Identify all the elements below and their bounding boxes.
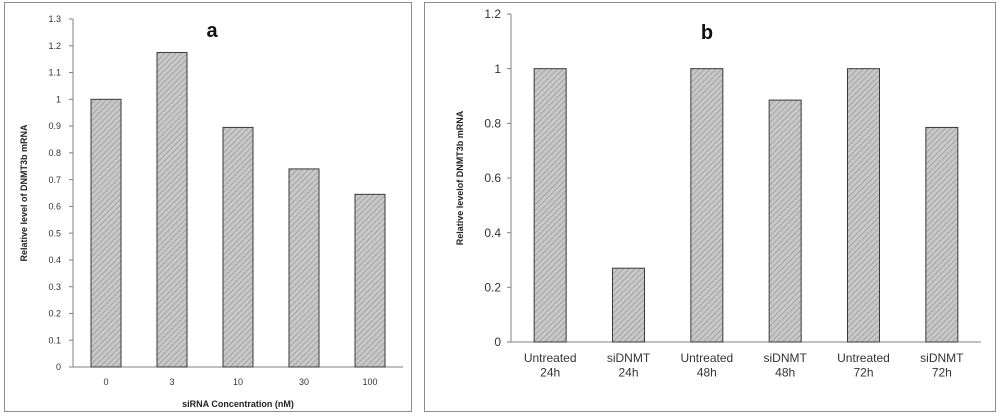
- chart-panel-a: 0 0.1 0.2 0.3 0.4 0.5 0.6 0.7 0.8 0.9 1 1.1 1.2 1.3 0 3…: [4, 2, 412, 412]
- x-tick-label: 3: [169, 377, 174, 387]
- x-tick-label-line: 24h: [540, 365, 560, 379]
- bar: [354, 193, 386, 368]
- y-tick-label: 1.2: [484, 7, 501, 21]
- x-tick-label: Untreated 24h: [524, 351, 577, 379]
- x-tick-label-line: 24h: [618, 365, 638, 379]
- chart-panel-b: 0 0.2 0.4 0.6 0.8 1 1.2 Untreated 24h siDNMT 24h Un…: [424, 2, 996, 412]
- x-tick-label: Untreated 48h: [680, 351, 733, 379]
- x-tick-label: siDNMT 72h: [920, 351, 964, 379]
- y-tick-label: 0.4: [48, 255, 61, 265]
- panel-label: a: [206, 20, 218, 42]
- bar: [90, 98, 122, 368]
- y-tick-label: 0: [56, 362, 61, 372]
- bar: [156, 51, 188, 368]
- panel-label: b: [701, 22, 713, 44]
- x-tick-label: 0: [103, 377, 108, 387]
- x-tick-label-line: Untreated: [524, 351, 577, 365]
- x-tick-label: 30: [299, 377, 309, 387]
- y-axis-title: Relative levelof DNMT3b mRNA: [455, 110, 465, 245]
- x-tick-label: 10: [233, 377, 243, 387]
- y-tick-label: 0.5: [48, 228, 61, 238]
- y-tick-label: 0.2: [48, 309, 61, 319]
- x-axis-title: siRNA Concentration (nM): [182, 399, 294, 409]
- x-tick-label-line: Untreated: [837, 351, 890, 365]
- x-tick-label: siDNMT 24h: [607, 351, 651, 379]
- chart-a-svg: 0 0.1 0.2 0.3 0.4 0.5 0.6 0.7 0.8 0.9 1 1.1 1.2 1.3 0 3…: [19, 14, 403, 409]
- x-tick-label-line: siDNMT: [764, 351, 808, 365]
- bar: [222, 126, 254, 368]
- y-tick-label: 0.1: [48, 335, 61, 345]
- y-tick-label: 1.2: [48, 41, 61, 51]
- bar: [925, 126, 959, 343]
- y-tick-label: 0.6: [484, 171, 501, 185]
- y-tick-label: 1.1: [48, 68, 61, 78]
- y-tick-label: 0.8: [48, 148, 61, 158]
- x-tick-label: siDNMT 48h: [764, 351, 808, 379]
- x-tick-label-line: siDNMT: [607, 351, 651, 365]
- y-tick-label: 0.3: [48, 282, 61, 292]
- bar: [533, 68, 567, 343]
- y-tick-label: 0.8: [484, 117, 501, 131]
- x-tick-label-line: 72h: [932, 365, 952, 379]
- y-tick-label: 0: [494, 335, 501, 349]
- y-tick-label: 1: [56, 94, 61, 104]
- x-tick-label-line: Untreated: [680, 351, 733, 365]
- x-tick-label: 100: [362, 377, 377, 387]
- x-tick-label-line: 48h: [697, 365, 717, 379]
- bar: [690, 68, 724, 343]
- x-tick-label-line: siDNMT: [920, 351, 964, 365]
- y-tick-label: 1: [494, 62, 501, 76]
- y-axis-title: Relative level of DNMT3b mRNA: [19, 124, 29, 262]
- y-tick-label: 0.2: [484, 281, 501, 295]
- y-tick-label: 0.6: [48, 202, 61, 212]
- bar: [612, 267, 645, 343]
- bar: [768, 99, 802, 343]
- x-tick-label-line: 48h: [775, 365, 795, 379]
- y-tick-label: 0.9: [48, 121, 61, 131]
- y-tick-label: 0.7: [48, 175, 61, 185]
- y-tick-label: 1.3: [48, 14, 61, 24]
- bar: [847, 68, 880, 343]
- y-tick-label: 0.4: [484, 226, 501, 240]
- x-tick-label: Untreated 72h: [837, 351, 890, 379]
- bar: [288, 168, 320, 368]
- x-tick-label-line: 72h: [853, 365, 873, 379]
